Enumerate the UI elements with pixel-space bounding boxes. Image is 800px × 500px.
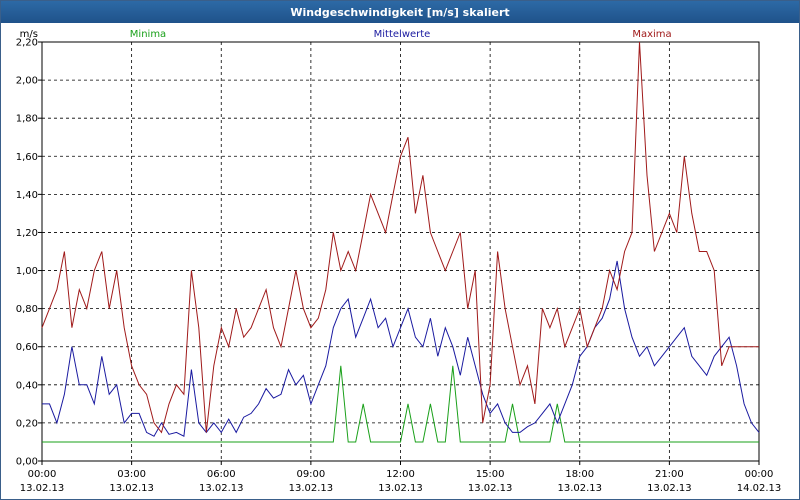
x-tick-date: 13.02.13 xyxy=(20,483,65,494)
legend-entry-minima: Minima xyxy=(130,29,166,40)
x-tick-time: 15:00 xyxy=(476,469,505,480)
y-tick-label: 0,80 xyxy=(16,304,38,315)
y-tick-label: 2,20 xyxy=(16,38,38,49)
x-tick-time: 06:00 xyxy=(207,469,236,480)
legend-entry-maxima: Maxima xyxy=(632,29,671,40)
x-tick-time: 00:00 xyxy=(745,469,774,480)
x-tick-time: 21:00 xyxy=(655,469,684,480)
y-tick-label: 0,40 xyxy=(16,380,38,391)
series-lines xyxy=(41,41,760,443)
y-tick-label: 1,60 xyxy=(16,152,38,163)
x-tick-date: 13.02.13 xyxy=(557,483,602,494)
x-tick-date: 13.02.13 xyxy=(468,483,513,494)
window-title: Windgeschwindigkeit [m/s] skaliert xyxy=(1,1,799,23)
y-tick-label: 1,20 xyxy=(16,228,38,239)
y-tick-label: 0,00 xyxy=(16,457,38,468)
y-tick-label: 0,60 xyxy=(16,342,38,353)
y-tick-label: 1,80 xyxy=(16,114,38,125)
x-tick-date: 13.02.13 xyxy=(647,483,692,494)
series-line-mittelwerte xyxy=(42,260,760,437)
y-tick-label: 1,00 xyxy=(16,266,38,277)
x-tick-date: 13.02.13 xyxy=(378,483,423,494)
x-tick-time: 03:00 xyxy=(117,469,146,480)
legend-entry-mittelwerte: Mittelwerte xyxy=(374,29,431,40)
x-tick-time: 12:00 xyxy=(386,469,415,480)
series-line-minima xyxy=(42,365,759,443)
x-tick-date: 13.02.13 xyxy=(199,483,244,494)
y-tick-label: 1,40 xyxy=(16,190,38,201)
x-tick-time: 18:00 xyxy=(565,469,594,480)
y-axis-label: m/s xyxy=(20,29,38,40)
x-tick-date: 13.02.13 xyxy=(109,483,154,494)
legend: Minima Mittelwerte Maxima xyxy=(130,29,672,40)
series-line-maxima xyxy=(41,41,759,434)
wind-speed-chart: 0,00 0,20 0,40 0,60 0,80 1,00 1,20 1,40 1,60 1,80… xyxy=(16,29,782,494)
axes: 0,00 0,20 0,40 0,60 0,80 1,00 1,20 1,40 1,60 1,80… xyxy=(16,29,782,494)
x-tick-date: 14.02.13 xyxy=(737,483,782,494)
x-tick-time: 00:00 xyxy=(28,469,57,480)
x-tick-time: 09:00 xyxy=(296,469,325,480)
x-tick-date: 13.02.13 xyxy=(289,483,334,494)
y-tick-label: 2,00 xyxy=(16,76,38,87)
grid xyxy=(41,41,760,462)
y-tick-label: 0,20 xyxy=(16,418,38,429)
